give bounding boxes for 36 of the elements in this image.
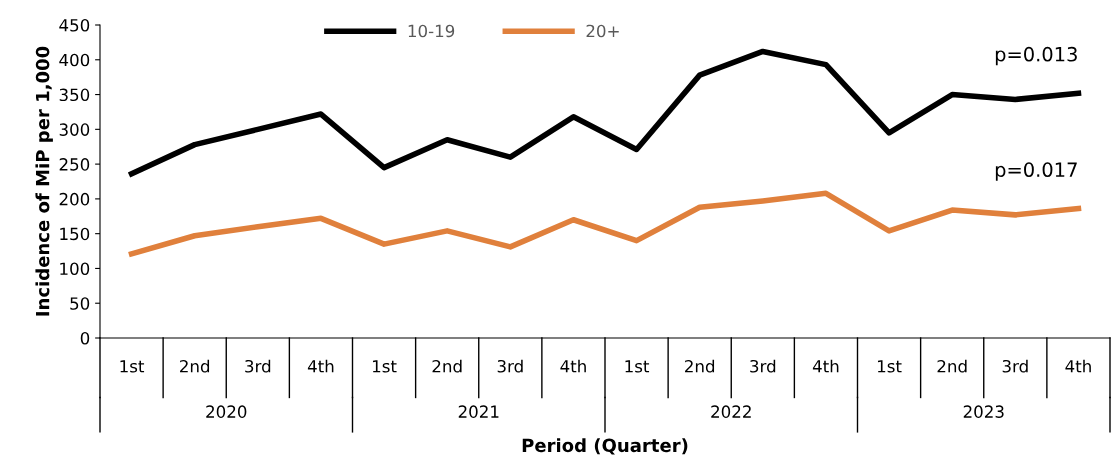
annotation: p=0.017 xyxy=(995,162,1077,181)
x-tick-label: 3rd xyxy=(750,359,776,373)
x-tick-label: 4th xyxy=(560,359,586,373)
y-tick-label: 0 xyxy=(80,331,90,345)
x-tick-label: 2nd xyxy=(937,359,967,373)
legend-label: 20+ xyxy=(586,24,619,38)
x-tick-label: 2nd xyxy=(180,359,210,373)
y-tick-label: 50 xyxy=(70,297,90,310)
annotation: p=0.013 xyxy=(995,46,1077,66)
x-tick-label: 1st xyxy=(877,360,902,373)
y-tick-label: 400 xyxy=(59,53,90,67)
y-tick-label: 450 xyxy=(59,18,90,32)
x-tick-label: 2nd xyxy=(432,359,462,373)
y-tick-label: 250 xyxy=(59,158,90,171)
x-tick-label: 4th xyxy=(1065,359,1091,373)
y-tick-label: 150 xyxy=(60,227,90,241)
x-tick-label: 4th xyxy=(307,359,334,373)
y-tick-label: 350 xyxy=(59,88,90,102)
text: 2023 xyxy=(963,405,1004,418)
text: 2021 xyxy=(458,405,499,418)
x-axis-title: Period (Quarter) xyxy=(522,438,688,455)
x-tick-label: 4th xyxy=(812,359,839,373)
y-tick-label: 100 xyxy=(60,262,90,276)
text: 2022 xyxy=(711,405,751,418)
x-tick-label: 3rd xyxy=(245,359,271,373)
x-tick-label: 1st xyxy=(120,360,145,373)
legend-label: 10-19 xyxy=(408,24,455,38)
x-tick-label: 1st xyxy=(372,360,397,373)
y-axis-title: Incidence of MiP per 1,000 xyxy=(35,46,53,316)
x-tick-label: 3rd xyxy=(1002,359,1028,373)
y-tick-label: 300 xyxy=(59,123,90,136)
x-tick-label: 3rd xyxy=(497,359,523,373)
x-tick-label: 2nd xyxy=(685,359,715,373)
text: 2020 xyxy=(206,405,247,418)
y-tick-label: 200 xyxy=(59,192,90,206)
x-tick-label: 1st xyxy=(625,360,650,373)
